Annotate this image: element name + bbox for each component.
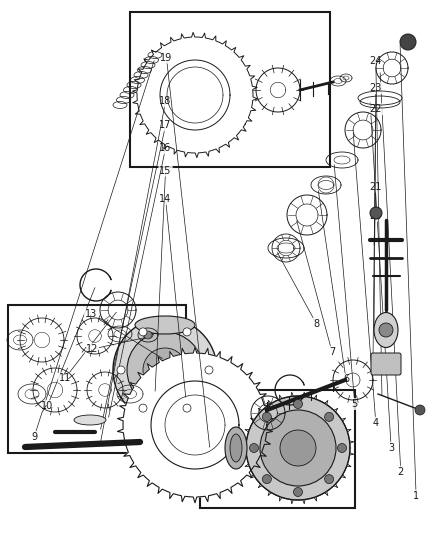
Text: 20: 20 [370,211,382,221]
Text: 5: 5 [352,399,358,409]
Circle shape [262,413,272,422]
Text: 6: 6 [343,375,349,384]
Text: 15: 15 [159,166,172,175]
Circle shape [246,396,350,500]
Text: 22: 22 [370,104,382,114]
Text: 18: 18 [159,96,172,106]
Text: 14: 14 [159,194,172,204]
Ellipse shape [230,434,242,462]
Ellipse shape [135,316,195,334]
Text: 12: 12 [86,344,98,354]
Circle shape [280,430,316,466]
Ellipse shape [225,427,247,469]
Text: 16: 16 [159,143,172,153]
Circle shape [260,410,336,486]
Circle shape [293,400,303,408]
Text: 23: 23 [370,83,382,93]
Text: 9: 9 [31,432,37,442]
Polygon shape [132,33,258,158]
Circle shape [250,443,258,453]
Circle shape [139,404,147,412]
Text: 11: 11 [59,374,71,383]
Circle shape [325,413,334,422]
Polygon shape [117,347,272,503]
Circle shape [338,443,346,453]
Bar [130,12,330,167]
Text: 2: 2 [398,467,404,477]
Text: 4: 4 [373,418,379,427]
Circle shape [183,328,191,336]
Circle shape [127,332,203,408]
Circle shape [293,488,303,497]
Text: 13: 13 [85,310,97,319]
FancyBboxPatch shape [371,353,401,375]
Circle shape [400,34,416,50]
Circle shape [139,328,147,336]
Text: 1: 1 [413,491,419,500]
Text: 19: 19 [160,53,173,62]
Ellipse shape [374,312,398,348]
Bar [200,390,355,508]
Circle shape [325,474,334,483]
Bar [8,305,186,453]
Text: 7: 7 [329,347,335,357]
Text: 3: 3 [388,443,394,453]
Polygon shape [160,60,230,130]
Circle shape [415,405,425,415]
Circle shape [379,323,393,337]
Text: 17: 17 [159,120,172,130]
Circle shape [113,318,217,422]
Ellipse shape [74,415,106,425]
Circle shape [262,474,272,483]
Circle shape [144,331,152,339]
Circle shape [117,366,125,374]
Circle shape [143,348,187,392]
Text: 21: 21 [370,182,382,191]
Polygon shape [151,381,239,469]
Text: 24: 24 [370,56,382,66]
Circle shape [205,366,213,374]
Circle shape [370,207,382,219]
Text: 10: 10 [41,401,53,411]
Text: 8: 8 [313,319,319,328]
Circle shape [183,404,191,412]
